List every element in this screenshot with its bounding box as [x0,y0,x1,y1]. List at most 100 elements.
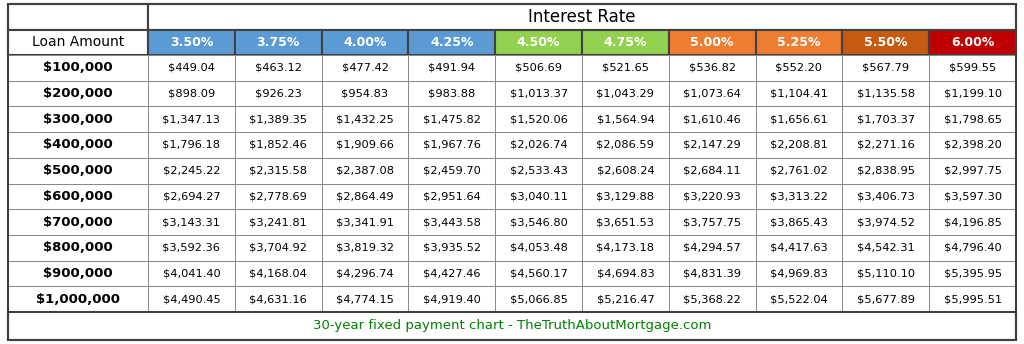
Text: $3,704.92: $3,704.92 [249,243,307,253]
Bar [148,261,234,286]
Text: $567.79: $567.79 [862,63,909,73]
Bar [496,286,582,312]
Text: $1,389.35: $1,389.35 [249,114,307,124]
Bar [669,132,756,158]
Text: $5,522.04: $5,522.04 [770,294,827,304]
Bar [148,55,234,81]
Text: $5,368.22: $5,368.22 [683,294,741,304]
Text: $506.69: $506.69 [515,63,562,73]
Bar [8,106,148,132]
Bar [756,158,843,183]
Bar [496,183,582,209]
Bar [669,55,756,81]
Text: $1,043.29: $1,043.29 [596,88,654,98]
Bar [8,81,148,106]
Text: $4,969.83: $4,969.83 [770,268,828,278]
Bar [234,106,322,132]
Text: $700,000: $700,000 [43,216,113,228]
Bar [8,235,148,261]
Text: $4,173.18: $4,173.18 [596,243,654,253]
Text: $3,241.81: $3,241.81 [249,217,307,227]
Bar [843,81,929,106]
Bar [409,209,496,235]
Text: $4,196.85: $4,196.85 [944,217,1001,227]
Text: $1,073.64: $1,073.64 [683,88,741,98]
Bar [582,55,669,81]
Bar [148,132,234,158]
Text: $2,245.22: $2,245.22 [163,166,220,176]
Bar [8,158,148,183]
Text: $2,086.59: $2,086.59 [596,140,654,150]
Bar [234,261,322,286]
Bar [929,106,1016,132]
Bar [322,261,409,286]
Text: $1,656.61: $1,656.61 [770,114,827,124]
Bar [322,106,409,132]
Bar [409,81,496,106]
Bar [8,209,148,235]
Text: $2,694.27: $2,694.27 [163,191,220,201]
Text: $898.09: $898.09 [168,88,215,98]
Bar [8,183,148,209]
Bar [582,106,669,132]
Text: $1,347.13: $1,347.13 [163,114,220,124]
Bar [929,286,1016,312]
Text: $3,597.30: $3,597.30 [943,191,1001,201]
Bar [322,81,409,106]
Bar [929,81,1016,106]
Bar [409,106,496,132]
Text: $4,417.63: $4,417.63 [770,243,827,253]
Bar [8,4,148,30]
Bar [582,209,669,235]
Text: $2,208.81: $2,208.81 [770,140,828,150]
Text: $100,000: $100,000 [43,61,113,74]
Text: $926.23: $926.23 [255,88,302,98]
Text: Interest Rate: Interest Rate [528,8,636,26]
Bar [496,235,582,261]
Bar [496,261,582,286]
Text: $2,608.24: $2,608.24 [597,166,654,176]
Bar [582,81,669,106]
Bar [409,183,496,209]
Text: $1,432.25: $1,432.25 [336,114,394,124]
Text: $4,796.40: $4,796.40 [944,243,1001,253]
Bar [582,158,669,183]
Bar [234,209,322,235]
Bar [234,158,322,183]
Text: $536.82: $536.82 [689,63,735,73]
Bar [582,235,669,261]
Text: 3.75%: 3.75% [257,36,300,49]
Bar [409,132,496,158]
Text: $1,610.46: $1,610.46 [683,114,741,124]
Text: $4,294.57: $4,294.57 [683,243,741,253]
Text: $4,542.31: $4,542.31 [857,243,914,253]
Text: $4,694.83: $4,694.83 [597,268,654,278]
Bar [756,261,843,286]
Text: $3,592.36: $3,592.36 [163,243,220,253]
Text: $5,216.47: $5,216.47 [597,294,654,304]
Text: $1,852.46: $1,852.46 [249,140,307,150]
Bar [322,183,409,209]
Text: 5.50%: 5.50% [864,36,907,49]
Text: $3,129.88: $3,129.88 [596,191,654,201]
Bar [843,55,929,81]
Text: $2,864.49: $2,864.49 [336,191,394,201]
Text: $300,000: $300,000 [43,113,113,126]
Bar [929,132,1016,158]
Bar [929,55,1016,81]
Bar [148,30,234,55]
Text: $599.55: $599.55 [949,63,996,73]
Bar [234,183,322,209]
Text: $2,533.43: $2,533.43 [510,166,567,176]
Text: 4.00%: 4.00% [343,36,387,49]
Bar [148,183,234,209]
Bar [669,183,756,209]
Bar [669,286,756,312]
Text: $2,684.11: $2,684.11 [683,166,741,176]
Text: $552.20: $552.20 [775,63,822,73]
Text: $3,819.32: $3,819.32 [336,243,394,253]
Text: 4.75%: 4.75% [604,36,647,49]
Bar [756,183,843,209]
Text: $3,341.91: $3,341.91 [336,217,394,227]
Bar [496,55,582,81]
